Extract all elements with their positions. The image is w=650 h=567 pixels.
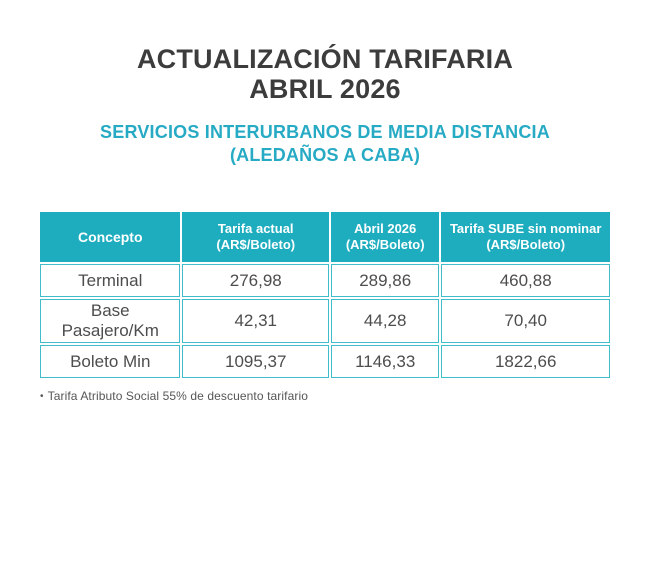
row-label-terminal: Terminal bbox=[40, 264, 181, 297]
cell-value: 1822,66 bbox=[441, 345, 610, 378]
page-subtitle-line2: (ALEDAÑOS A CABA) bbox=[229, 145, 421, 165]
tariff-table-container: Concepto Tarifa actual (AR$/Boleto) Abri… bbox=[38, 210, 612, 380]
cell-value: 44,28 bbox=[331, 299, 440, 343]
footnote: • Tarifa Atributo Social 55% de descuento… bbox=[40, 389, 650, 403]
cell-value: 42,31 bbox=[182, 299, 329, 343]
bullet-icon: • bbox=[40, 391, 44, 402]
table-row: Boleto Min 1095,37 1146,33 1822,66 bbox=[40, 345, 610, 378]
page-title-line1: ACTUALIZACIÓN TARIFARIA bbox=[136, 44, 514, 74]
header-cell-abril-2026: Abril 2026 (AR$/Boleto) bbox=[331, 212, 440, 262]
cell-value: 460,88 bbox=[441, 264, 610, 297]
header-cell-tarifa-actual: Tarifa actual (AR$/Boleto) bbox=[182, 212, 329, 262]
row-label-boleto-min: Boleto Min bbox=[40, 345, 181, 378]
cell-value: 276,98 bbox=[182, 264, 329, 297]
table-row: Terminal 276,98 289,86 460,88 bbox=[40, 264, 610, 297]
header-cell-concepto: Concepto bbox=[40, 212, 181, 262]
page-title: ACTUALIZACIÓN TARIFARIA ABRIL 2026 bbox=[0, 0, 650, 104]
tariff-table: Concepto Tarifa actual (AR$/Boleto) Abri… bbox=[38, 210, 612, 380]
header-cell-tarifa-sube: Tarifa SUBE sin nominar (AR$/Boleto) bbox=[441, 212, 610, 262]
page-title-line2: ABRIL 2026 bbox=[249, 74, 401, 104]
cell-value: 289,86 bbox=[331, 264, 440, 297]
footnote-text: Tarifa Atributo Social 55% de descuento … bbox=[47, 389, 308, 403]
table-row: Base Pasajero/Km 42,31 44,28 70,40 bbox=[40, 299, 610, 343]
cell-value: 70,40 bbox=[441, 299, 610, 343]
table-header-row: Concepto Tarifa actual (AR$/Boleto) Abri… bbox=[40, 212, 610, 262]
page-subtitle-line1: SERVICIOS INTERURBANOS DE MEDIA DISTANCI… bbox=[100, 122, 550, 142]
cell-value: 1146,33 bbox=[331, 345, 440, 378]
cell-value: 1095,37 bbox=[182, 345, 329, 378]
page-subtitle: SERVICIOS INTERURBANOS DE MEDIA DISTANCI… bbox=[0, 121, 650, 167]
row-label-base-pasajero-km: Base Pasajero/Km bbox=[40, 299, 181, 343]
